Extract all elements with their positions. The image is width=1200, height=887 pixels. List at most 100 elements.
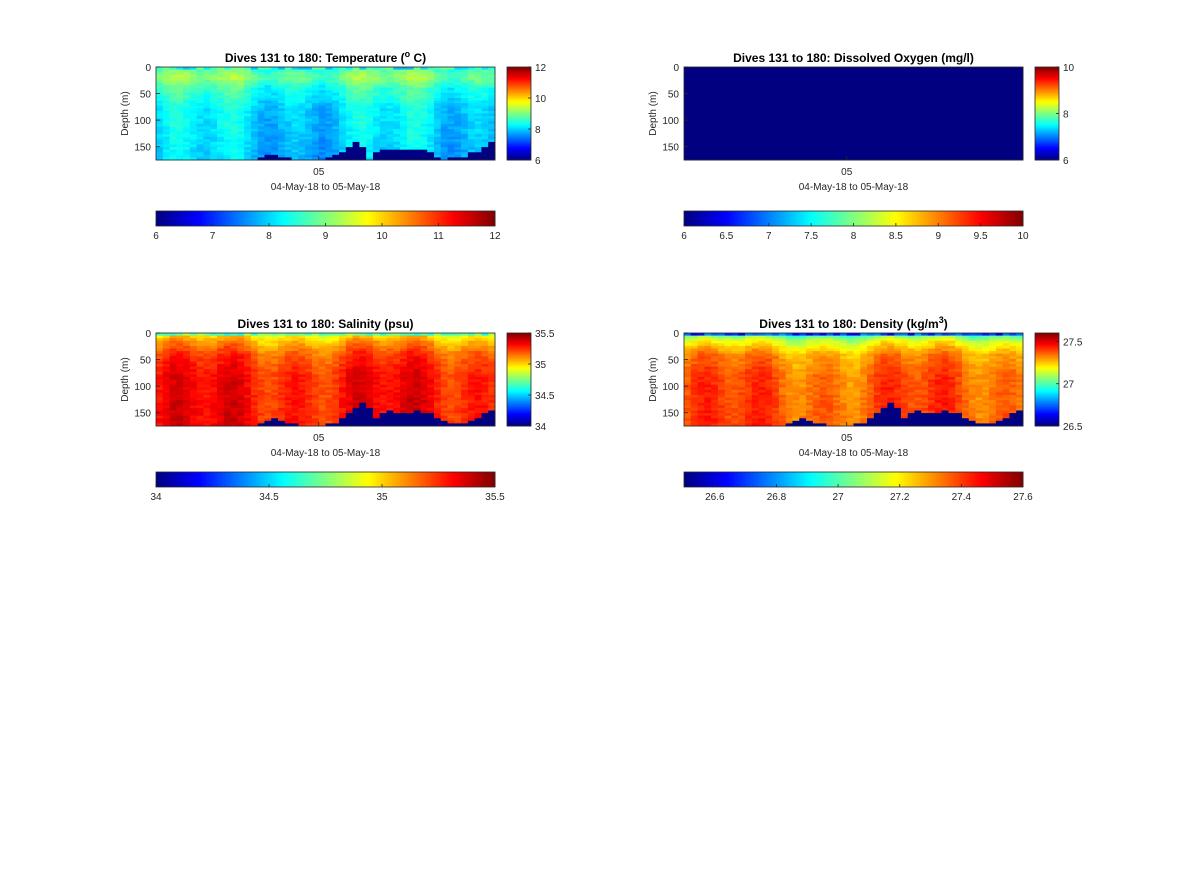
heatmap-cell: [345, 136, 354, 140]
heatmap-cell: [332, 98, 340, 101]
heatmap-cell: [291, 141, 299, 145]
heatmap-cell: [778, 69, 787, 73]
heatmap-cell: [237, 356, 245, 360]
heatmap-cell: [894, 121, 902, 125]
heatmap-cell: [196, 361, 204, 365]
heatmap-cell: [298, 126, 306, 130]
heatmap-cell: [839, 108, 848, 112]
heatmap-cell: [278, 374, 286, 378]
heatmap-cell: [379, 139, 387, 143]
heatmap-cell: [210, 69, 218, 73]
colorbar-segment: [697, 211, 701, 226]
heatmap-cell: [162, 400, 170, 404]
heatmap-cell: [189, 392, 198, 396]
heatmap-cell: [880, 79, 888, 83]
heatmap-cell: [853, 131, 861, 135]
heatmap-cell: [176, 98, 184, 101]
heatmap-cell: [711, 121, 719, 125]
heatmap-cell: [413, 95, 421, 99]
heatmap-cell: [792, 87, 800, 91]
heatmap-cell: [427, 74, 435, 78]
heatmap-cell: [210, 415, 218, 419]
heatmap-cell: [887, 92, 895, 96]
heatmap-cell: [298, 77, 306, 81]
heatmap-cell: [826, 108, 834, 112]
heatmap-cell: [819, 103, 827, 107]
heatmap-cell: [162, 387, 170, 391]
heatmap-cell: [778, 108, 787, 112]
heatmap-cell: [189, 77, 198, 81]
heatmap-cell: [298, 413, 306, 417]
heatmap-cell: [169, 420, 177, 424]
heatmap-cell: [481, 144, 489, 148]
heatmap-cell: [325, 129, 333, 132]
heatmap-cell: [724, 85, 732, 89]
heatmap-cell: [467, 126, 476, 130]
heatmap-cell: [156, 105, 164, 109]
heatmap-cell: [223, 348, 231, 352]
heatmap-cell: [298, 157, 306, 161]
heatmap-cell: [223, 392, 231, 396]
heatmap-cell: [298, 105, 306, 109]
heatmap-cell: [169, 413, 177, 417]
heatmap-cell: [372, 129, 381, 132]
heatmap-cell: [169, 95, 177, 99]
heatmap-cell: [359, 136, 367, 140]
heatmap-cell: [819, 134, 827, 138]
heatmap-cell: [731, 139, 739, 143]
colorbar-segment: [507, 151, 531, 154]
heatmap-cell: [989, 139, 997, 143]
heatmap-cell: [257, 98, 265, 101]
heatmap-cell: [196, 333, 204, 336]
heatmap-cell: [386, 147, 394, 151]
heatmap-cell: [853, 77, 861, 81]
heatmap-cell: [839, 85, 848, 89]
heatmap-cell: [995, 74, 1004, 78]
heatmap-cell: [785, 82, 793, 86]
colorbar-segment: [930, 211, 934, 226]
heatmap-cell: [454, 129, 462, 132]
heatmap-cell: [738, 87, 746, 91]
heatmap-cell: [812, 144, 820, 148]
heatmap-cell: [928, 67, 936, 70]
heatmap-cell: [210, 144, 218, 148]
heatmap-cell: [311, 353, 320, 357]
heatmap-cell: [982, 69, 990, 73]
heatmap-cell: [210, 356, 218, 360]
heatmap-cell: [223, 389, 231, 393]
heatmap-cell: [210, 92, 218, 96]
heatmap-cell: [447, 136, 455, 140]
heatmap-cell: [305, 384, 313, 388]
heatmap-cell: [237, 410, 245, 414]
heatmap-cell: [406, 134, 415, 138]
heatmap-cell: [724, 157, 732, 161]
heatmap-cell: [711, 90, 719, 94]
heatmap-cell: [447, 116, 455, 120]
colorbar-segment: [507, 126, 531, 129]
heatmap-cell: [474, 116, 482, 120]
heatmap-cell: [230, 384, 238, 388]
heatmap-cell: [244, 395, 252, 398]
heatmap-cell: [880, 67, 888, 70]
heatmap-cell: [210, 353, 218, 357]
heatmap-cell: [975, 69, 983, 73]
heatmap-cell: [839, 90, 848, 94]
heatmap-cell: [447, 105, 455, 109]
heatmap-cell: [196, 141, 204, 145]
heatmap-cell: [156, 67, 164, 70]
heatmap-cell: [210, 157, 218, 161]
heatmap-cell: [684, 139, 692, 143]
heatmap-cell: [941, 108, 949, 112]
heatmap-cell: [989, 121, 997, 125]
heatmap-cell: [799, 157, 807, 161]
heatmap-cell: [873, 98, 882, 101]
heatmap-cell: [704, 121, 712, 125]
heatmap-cell: [298, 374, 306, 378]
heatmap-cell: [772, 157, 780, 161]
heatmap-cell: [474, 87, 482, 91]
colorbar-segment: [755, 211, 759, 226]
heatmap-cell: [271, 392, 279, 396]
heatmap-cell: [717, 110, 726, 114]
colorbar-segment: [306, 211, 311, 226]
